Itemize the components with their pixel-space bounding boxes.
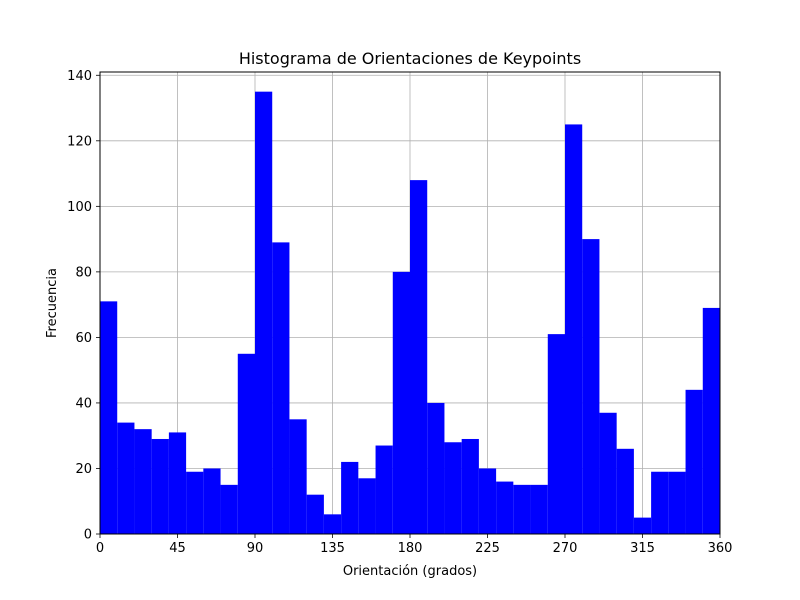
histogram-bar [203,468,221,534]
histogram-bar [100,301,118,534]
histogram-bar [444,442,462,534]
histogram-bar [134,429,152,534]
histogram-bar [513,484,531,534]
histogram-bar [461,438,479,534]
histogram-bar [685,389,703,534]
histogram-bar [323,514,342,534]
y-tick-label: 80 [75,265,92,280]
histogram-bar [410,180,428,534]
histogram-bar [220,484,238,534]
x-tick-label: 315 [630,541,655,556]
x-tick-label: 90 [247,541,264,556]
y-tick-label: 0 [84,528,92,543]
y-axis-label: Frecuencia [45,268,60,338]
histogram-bar [651,471,669,534]
histogram-bar [358,478,376,534]
histogram-bar [306,494,324,534]
histogram-bar [582,239,600,534]
histogram-bar [255,91,273,534]
y-tick-label: 60 [75,331,92,346]
histogram-bar [668,471,686,534]
histogram-bar [427,402,445,534]
x-tick-label: 180 [398,541,423,556]
y-tick-label: 20 [75,462,92,477]
histogram-bar [565,124,583,534]
histogram-bar [289,419,307,534]
x-tick-label: 270 [553,541,578,556]
y-tick-label: 100 [67,200,92,215]
histogram-bar [151,438,169,534]
histogram-bar [496,481,514,534]
histogram-bar [168,432,187,534]
histogram-bar [392,271,410,534]
histogram-bar [616,448,634,534]
histogram-bar [599,412,617,534]
y-tick-label: 140 [67,69,92,84]
histogram-bar [547,334,565,534]
histogram-bar [702,307,720,534]
histogram-bar [530,484,548,534]
histogram-bars [100,91,720,534]
y-axis-ticks: 0 20 40 60 80 100 120 140 [67,69,100,543]
x-tick-label: 45 [169,541,186,556]
histogram-bar [478,468,497,534]
histogram-bar [272,242,290,534]
histogram-bar [186,471,204,534]
chart-title: Histograma de Orientaciones de Keypoints [239,49,581,68]
y-tick-label: 120 [67,134,92,149]
x-axis-label: Orientación (grados) [343,564,477,579]
histogram-bar [237,353,255,534]
x-tick-label: 135 [320,541,345,556]
x-axis-ticks: 0 45 90 135 180 225 270 315 360 [96,534,733,556]
y-tick-label: 40 [75,396,92,411]
histogram-bar [117,422,135,534]
x-tick-label: 360 [708,541,733,556]
x-tick-label: 225 [475,541,500,556]
histogram-bar [341,461,359,534]
histogram-bar [633,517,652,534]
x-tick-label: 0 [96,541,104,556]
histogram-bar [375,445,393,534]
